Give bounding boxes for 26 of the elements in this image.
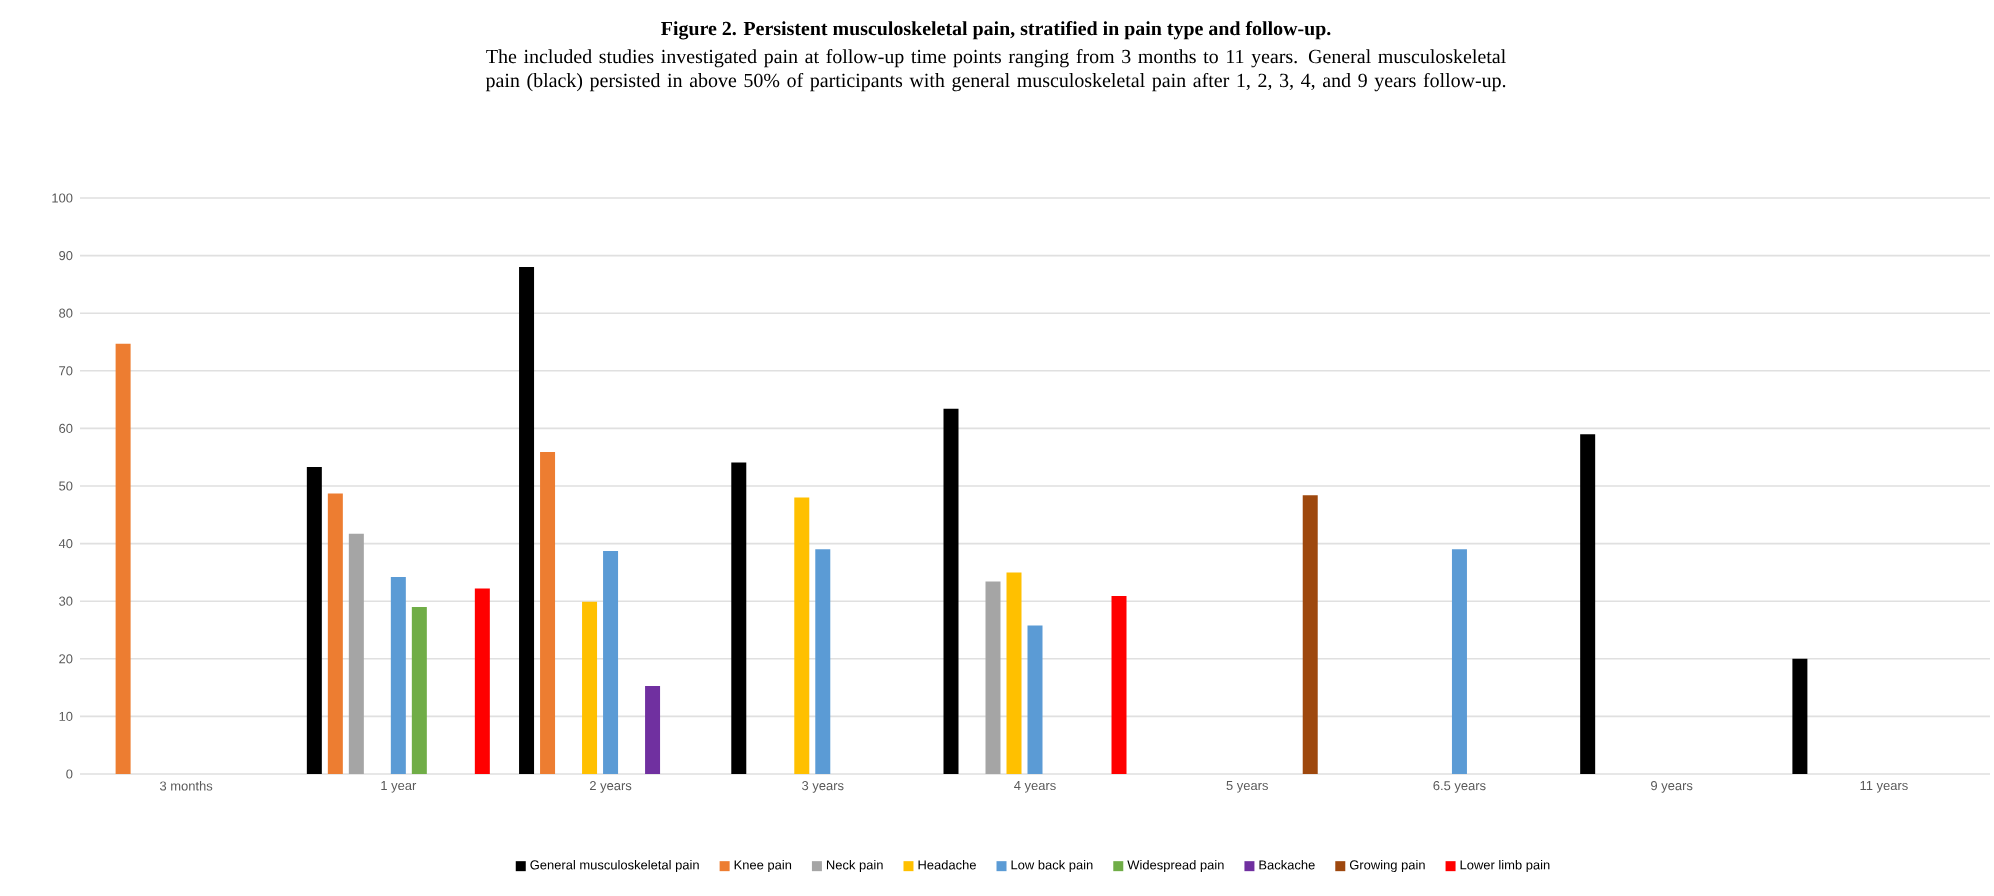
bar xyxy=(1580,434,1596,774)
bar xyxy=(390,577,406,774)
bar xyxy=(1027,625,1043,774)
bar xyxy=(540,452,556,774)
bar xyxy=(731,462,747,774)
bar xyxy=(1111,596,1127,774)
bar xyxy=(815,549,831,774)
bar xyxy=(943,408,959,774)
bar xyxy=(603,551,619,774)
bar xyxy=(474,588,490,774)
bar xyxy=(306,466,322,774)
bar xyxy=(519,267,535,774)
bar xyxy=(1006,572,1022,774)
bar xyxy=(1302,495,1318,774)
bar xyxy=(1792,658,1808,774)
bar xyxy=(327,493,343,774)
bar xyxy=(348,533,364,774)
bar xyxy=(582,601,598,774)
chart-subtitle: The included studies investigated pain at follow-up time points ranging from 3 months to 11 years. General musculoskeletal pain (black) persisted in above 50% of participants with general musculoskeletal pain after 1, 2, 3, 4, and 9 years follow-up. xyxy=(485,49,1506,92)
bar xyxy=(411,606,427,774)
bar xyxy=(115,343,131,774)
bar xyxy=(985,581,1001,774)
bar xyxy=(645,685,661,774)
chart-title: Figure 2. Persistent musculoskeletal pain, stratified in pain type and follow-up. xyxy=(661,21,1331,40)
bar xyxy=(1451,549,1467,774)
bar xyxy=(794,497,810,774)
